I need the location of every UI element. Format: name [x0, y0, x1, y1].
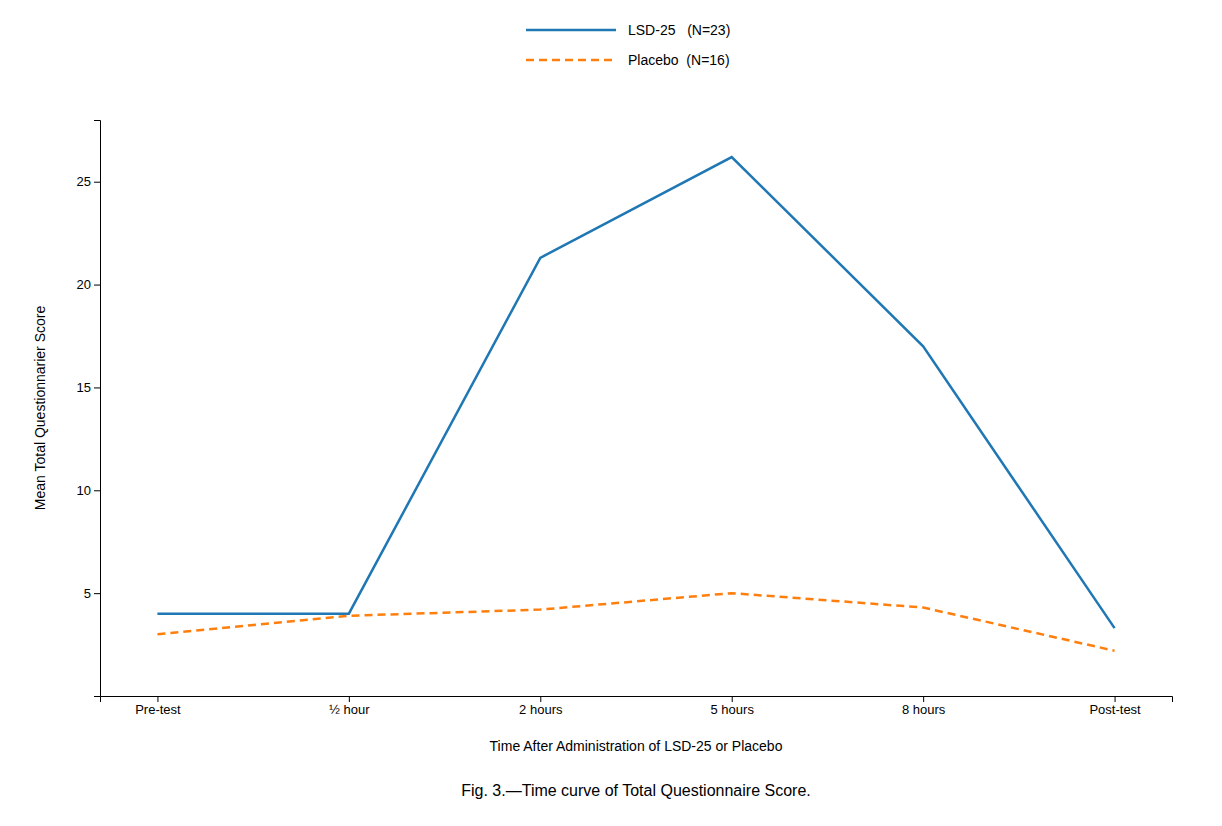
axis-line	[94, 121, 101, 697]
tick-mark	[94, 182, 100, 183]
title: Fig. 3.—Time curve of Total Questionnair…	[461, 782, 810, 799]
x-axis-title: Time After Administration of LSD-25 or P…	[490, 738, 783, 754]
tick-mark	[94, 387, 100, 388]
tick-label: ½ hour	[329, 702, 370, 717]
tick-mark	[349, 696, 350, 702]
tick-label: 10	[77, 483, 91, 498]
legend-label: LSD-25 (N=23)	[628, 22, 730, 38]
chart: 5 10 15 20 25 Pre-test ½ hour 2 hours 5 hours 8 h…	[0, 0, 1222, 826]
tick-label: 5 hours	[711, 702, 755, 717]
tick-mark	[157, 696, 158, 702]
y-tick: 25	[77, 174, 100, 189]
y-tick: 5	[84, 586, 100, 601]
tick-label: 8 hours	[902, 702, 946, 717]
x-tick: Pre-test	[135, 696, 181, 717]
legend-swatch	[526, 29, 616, 32]
x-tick: ½ hour	[329, 696, 370, 717]
legend: LSD-25 (N=23) Placebo (N=16)	[526, 22, 730, 68]
x-axis: Pre-test ½ hour 2 hours 5 hours 8 hours Post-…	[101, 696, 1173, 717]
tick-mark	[923, 696, 924, 702]
tick-mark	[1115, 696, 1116, 702]
tick-mark	[94, 490, 100, 491]
x-tick: 5 hours	[711, 696, 755, 717]
x-tick: 2 hours	[519, 696, 563, 717]
legend-label: Placebo (N=16)	[628, 52, 730, 68]
tick-mark	[540, 696, 541, 702]
legend-item: Placebo (N=16)	[526, 52, 730, 68]
series-line	[157, 157, 1114, 628]
plot: 5 10 15 20 25 Pre-test ½ hour 2 hours 5 hours 8 h…	[77, 121, 1173, 718]
y-axis-title: Mean Total Questionnarier Score	[32, 306, 48, 511]
tick-label: 20	[77, 277, 91, 292]
y-tick: 10	[77, 483, 100, 498]
tick-mark	[94, 285, 100, 286]
tick-mark	[732, 696, 733, 702]
y-tick: 15	[77, 380, 100, 395]
axis-line	[101, 697, 1173, 703]
lines	[157, 157, 1114, 651]
y-tick: 20	[77, 277, 100, 292]
legend-swatch	[526, 59, 616, 62]
tick-label: Post-test	[1089, 702, 1141, 717]
tick-mark	[94, 593, 100, 594]
tick-label: 5	[84, 586, 91, 601]
tick-label: 25	[77, 174, 91, 189]
tick-label: 15	[77, 380, 91, 395]
x-tick: Post-test	[1089, 696, 1141, 717]
legend-item: LSD-25 (N=23)	[526, 22, 730, 38]
tick-label: 2 hours	[519, 702, 563, 717]
tick-label: Pre-test	[135, 702, 181, 717]
y-axis: 5 10 15 20 25	[77, 121, 101, 697]
x-tick: 8 hours	[902, 696, 946, 717]
series-line	[157, 593, 1114, 651]
